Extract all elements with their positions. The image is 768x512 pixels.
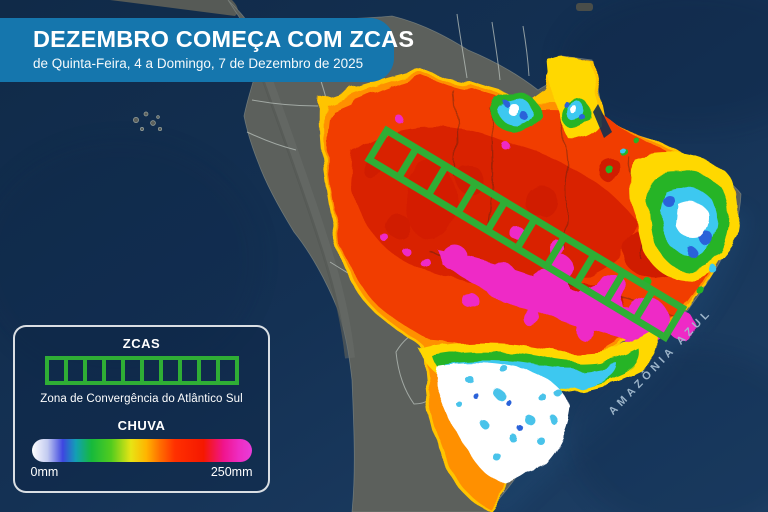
trinidad-island xyxy=(576,3,593,11)
zcas-band-rung xyxy=(484,199,509,233)
zcas-symbol-cell xyxy=(144,360,163,381)
west-cool-patch xyxy=(490,93,540,131)
rain-scale-bar xyxy=(31,439,252,462)
zcas-symbol xyxy=(44,356,239,385)
rain-overlay xyxy=(319,57,741,510)
zcas-band-rung xyxy=(454,181,479,215)
zcas-band-rung xyxy=(425,164,449,197)
zcas-symbol-cell xyxy=(68,360,87,381)
amazon-river-mouth xyxy=(593,104,612,138)
zcas-band-rung xyxy=(543,235,568,268)
zcas-symbol-cell xyxy=(182,360,201,381)
banner-subtitle: de Quinta-Feira, 4 a Domingo, 7 de Dezem… xyxy=(33,56,364,71)
scale-max-label: 250mm xyxy=(210,465,253,479)
rain-scale-labels: 0mm 250mm xyxy=(31,465,253,479)
zcas-symbol-cell xyxy=(87,360,106,381)
legend-panel: ZCAS Zona de Convergência do Atlântico S… xyxy=(13,325,270,493)
zcas-symbol-cell xyxy=(49,360,68,381)
zcas-band-rung xyxy=(602,270,627,304)
legend-zcas-title: ZCAS xyxy=(122,336,161,351)
zcas-symbol-cell xyxy=(106,360,125,381)
banner-title: DEZEMBRO COMEÇA COM ZCAS xyxy=(33,26,415,52)
zcas-band-rung xyxy=(514,217,538,251)
legend-chuva-title: CHUVA xyxy=(117,418,166,433)
northeast-low-rain-patch xyxy=(606,137,741,294)
galapagos-islands xyxy=(133,111,163,132)
zcas-symbol-cell xyxy=(201,360,220,381)
zcas-symbol-cell xyxy=(220,360,235,381)
southern-low-rain-zone xyxy=(420,330,660,486)
zcas-band-rung xyxy=(395,146,420,180)
title-banner: DEZEMBRO COMEÇA COM ZCAS de Quinta-Feira… xyxy=(0,18,415,82)
scale-min-label: 0mm xyxy=(30,465,59,479)
zcas-band-rung xyxy=(573,253,597,286)
zcas-band-rung xyxy=(632,288,656,322)
legend-zcas-description: Zona de Convergência do Atlântico Sul xyxy=(40,393,243,405)
zcas-symbol-cell xyxy=(163,360,182,381)
amapa-rain-patch xyxy=(550,57,602,140)
zcas-band-graphic xyxy=(364,125,688,343)
zcas-symbol-cell xyxy=(125,360,144,381)
